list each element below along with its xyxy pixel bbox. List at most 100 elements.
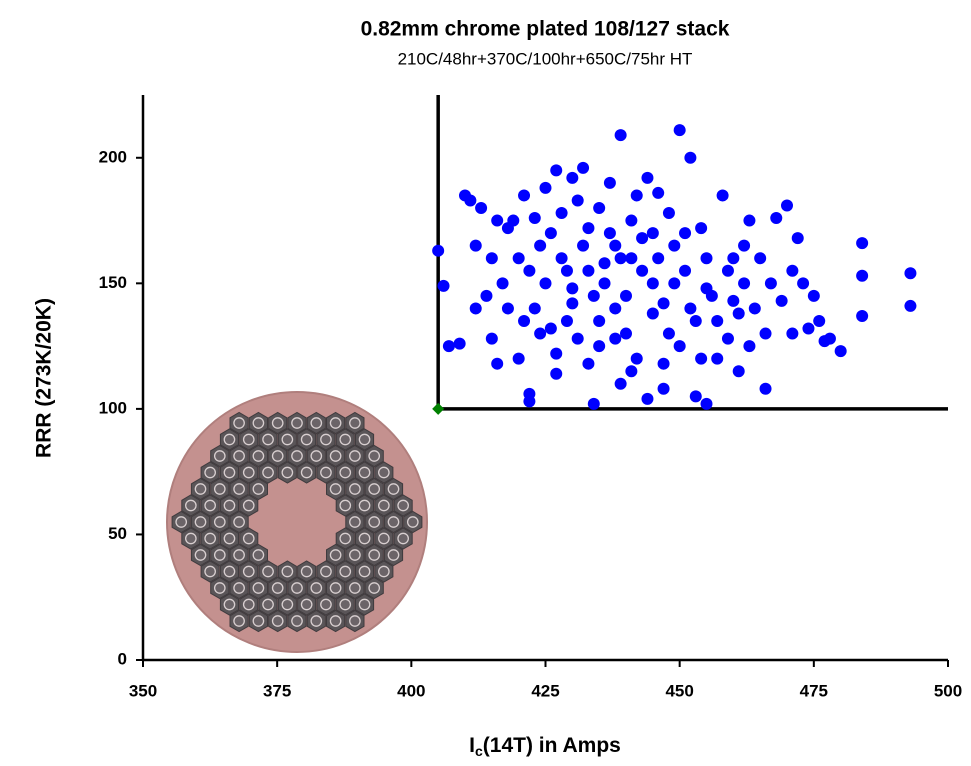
point — [609, 332, 622, 345]
point — [539, 277, 552, 290]
point — [727, 294, 740, 307]
point — [609, 239, 622, 252]
point — [641, 171, 654, 184]
point — [560, 315, 573, 327]
point — [673, 340, 686, 353]
filament — [213, 516, 226, 528]
filament — [349, 516, 361, 528]
point — [566, 297, 579, 310]
point — [711, 315, 724, 327]
point — [797, 277, 810, 290]
filament — [233, 450, 245, 462]
filament — [262, 565, 274, 578]
point — [625, 252, 638, 265]
filament — [387, 483, 400, 495]
point — [485, 332, 498, 345]
point — [904, 299, 917, 312]
point — [802, 322, 815, 335]
point — [743, 340, 756, 353]
filament — [310, 417, 323, 429]
filament — [329, 417, 342, 429]
filament — [377, 565, 390, 578]
filament — [387, 516, 400, 528]
point — [550, 164, 563, 177]
point — [620, 327, 632, 340]
x-axis-label: Ic(14T) in Amps — [469, 734, 621, 759]
point — [759, 327, 772, 340]
filament — [194, 549, 207, 561]
filament — [281, 466, 294, 479]
chart-title: 0.82mm chrome plated 108/127 stack — [361, 18, 730, 41]
point — [786, 327, 799, 340]
filament — [194, 516, 207, 528]
filament — [358, 598, 371, 611]
cross-section-image — [166, 391, 428, 653]
point — [807, 289, 820, 302]
point — [544, 322, 557, 335]
point — [657, 382, 670, 395]
point — [679, 264, 692, 277]
filament — [349, 549, 361, 561]
filament — [262, 598, 274, 611]
point — [598, 277, 611, 290]
filament — [310, 450, 323, 462]
point — [566, 282, 579, 295]
filament — [310, 582, 323, 594]
point — [512, 252, 525, 265]
point — [652, 186, 665, 199]
filament — [233, 615, 245, 627]
filament — [242, 598, 255, 611]
point — [856, 269, 869, 282]
point — [711, 352, 724, 365]
point — [609, 302, 622, 315]
point — [528, 302, 541, 315]
filament — [329, 549, 342, 561]
point — [523, 264, 536, 277]
filament — [358, 565, 371, 578]
point — [662, 207, 675, 220]
point — [695, 352, 708, 365]
filament — [281, 565, 294, 578]
filament — [349, 582, 361, 594]
point — [668, 277, 681, 290]
point — [625, 214, 638, 227]
point — [437, 279, 450, 292]
point — [695, 222, 708, 235]
point — [550, 347, 563, 360]
filament — [271, 417, 284, 429]
point — [721, 332, 734, 345]
filament — [242, 466, 255, 479]
filament — [175, 516, 188, 528]
point — [636, 264, 649, 277]
filament — [329, 483, 342, 495]
filament — [397, 499, 409, 512]
point — [544, 227, 557, 240]
point — [689, 390, 702, 403]
filament — [349, 417, 361, 429]
point — [662, 327, 675, 340]
point — [432, 402, 445, 415]
point — [770, 212, 783, 225]
point — [469, 302, 482, 315]
point — [518, 189, 531, 202]
filament — [300, 565, 313, 578]
point — [442, 340, 455, 353]
point — [904, 267, 917, 280]
point — [587, 289, 600, 302]
point — [764, 277, 777, 290]
filament — [320, 598, 332, 611]
filament — [271, 582, 284, 594]
filament — [329, 615, 342, 627]
point — [620, 289, 632, 302]
filament — [233, 582, 245, 594]
point — [636, 232, 649, 245]
point — [657, 297, 670, 310]
point — [534, 239, 547, 252]
filament — [377, 466, 390, 479]
filament — [406, 516, 419, 528]
filament — [281, 598, 294, 611]
point — [539, 181, 552, 194]
point — [582, 222, 595, 235]
filament — [213, 582, 226, 594]
